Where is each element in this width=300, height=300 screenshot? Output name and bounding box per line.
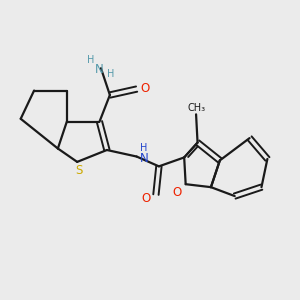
Text: O: O [173,186,182,199]
Text: H: H [107,69,114,79]
Text: O: O [142,192,151,205]
Text: O: O [140,82,150,95]
Text: S: S [75,164,82,177]
Text: N: N [95,63,104,76]
Text: N: N [140,152,148,164]
Text: H: H [87,55,94,65]
Text: CH₃: CH₃ [187,103,205,113]
Text: H: H [140,143,148,153]
